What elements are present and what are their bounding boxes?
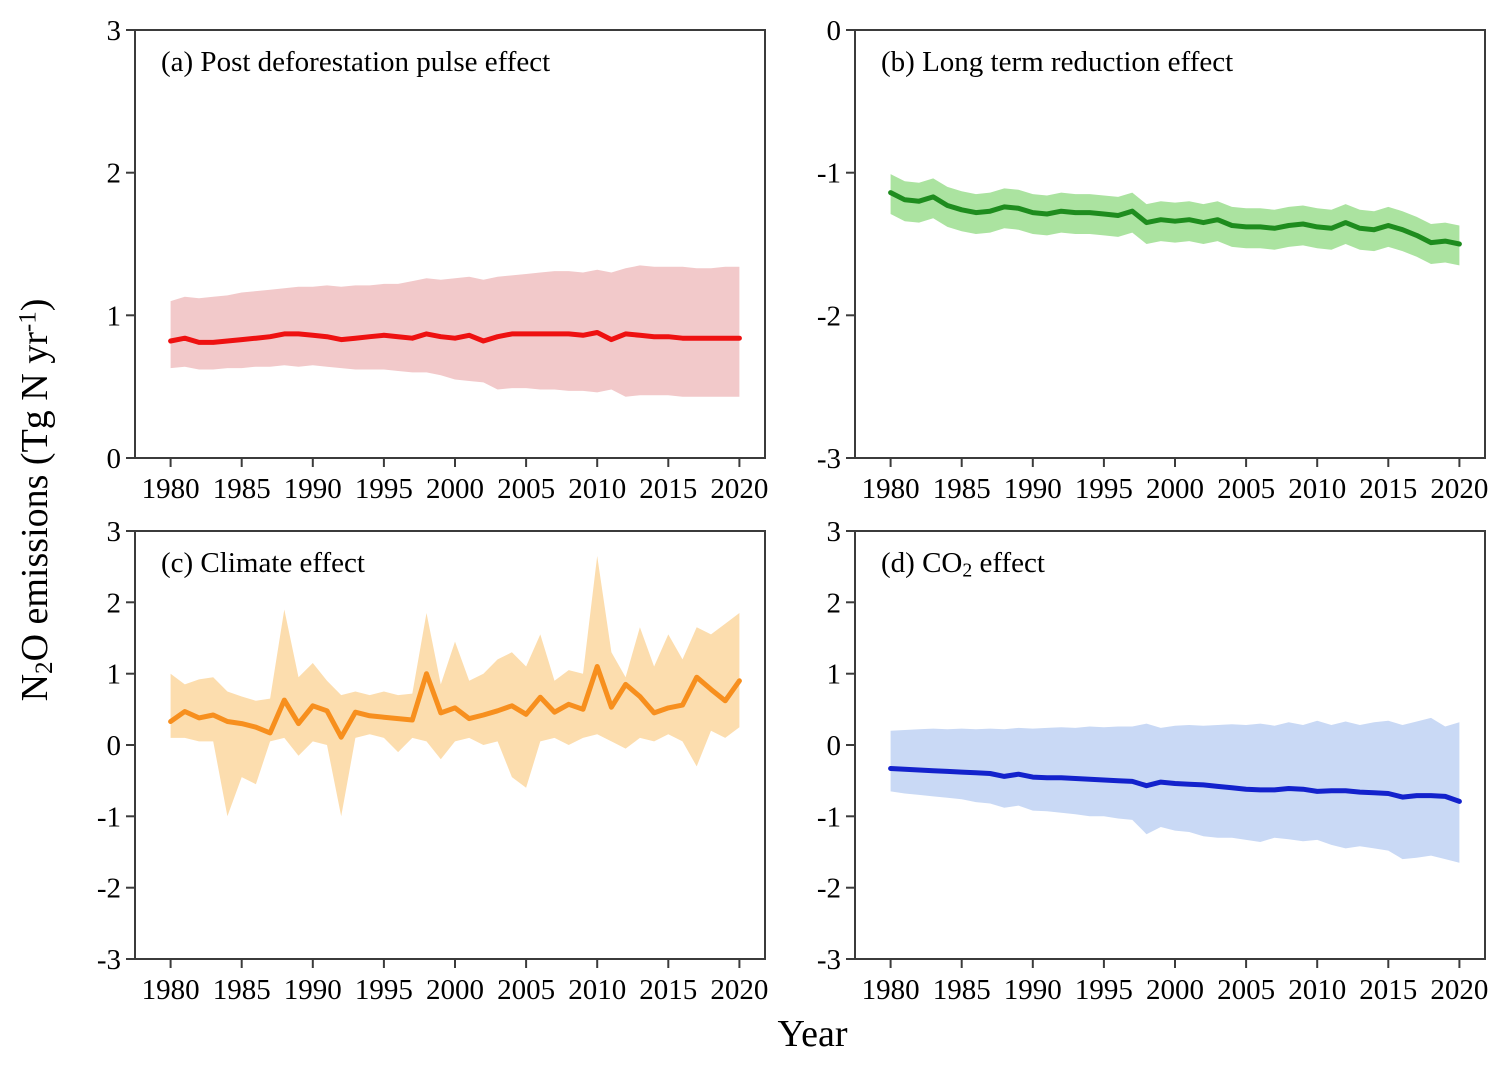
y-tick-label: 2	[107, 158, 122, 190]
panel-b-plot-area: 0 -1 -2 -3 1980 1985 1990 1995 2000 2005 2010 2015 2…	[795, 8, 1505, 508]
y-axis-label-subscript: 2	[31, 661, 59, 674]
panel-b-title-text: (b) Long term reduction effect	[881, 46, 1234, 78]
y-tick-label: 1	[107, 659, 122, 691]
y-tick-label: 0	[107, 443, 122, 475]
panel-a-plot-area: 0 1 2 3 1980 1985 1990 1995 2000 2005 2010 2015 2020	[75, 8, 785, 508]
x-tick-label: 1980	[862, 473, 920, 505]
x-tick-label: 2000	[1146, 473, 1204, 505]
panel-d-plot-area: 3 2 1 0 -1 -2 -3 1980 1985 1990 1995 2000 2005 2010 20…	[795, 509, 1505, 1009]
panel-d-title-text: effect	[972, 547, 1045, 579]
x-tick-label: 2010	[568, 473, 626, 505]
y-tick-label: 3	[107, 15, 122, 47]
panel-b-long-term-reduction: 0 -1 -2 -3 1980 1985 1990 1995 2000 2005 2010 2015 2…	[795, 8, 1505, 508]
x-tick-label: 1980	[142, 473, 200, 505]
x-tick-label: 2015	[639, 974, 697, 1006]
panel-d-title: (d) CO2 effect	[881, 547, 1045, 582]
panel-b-title: (b) Long term reduction effect	[881, 46, 1233, 81]
panel-a-post-deforestation: 0 1 2 3 1980 1985 1990 1995 2000 2005 2010 2015 2020…	[75, 8, 785, 508]
x-tick-label: 2010	[568, 974, 626, 1006]
y-tick-label: 3	[107, 516, 122, 548]
y-tick-label: 0	[827, 730, 842, 762]
x-tick-label: 1985	[213, 974, 271, 1006]
y-tick-label: -3	[817, 443, 841, 475]
x-tick-label: 2020	[1430, 473, 1488, 505]
x-tick-label: 2005	[497, 473, 555, 505]
x-tick-label: 1980	[862, 974, 920, 1006]
y-tick-label: -3	[817, 944, 841, 976]
x-tick-label: 2000	[426, 974, 484, 1006]
x-tick-label: 1985	[213, 473, 271, 505]
y-tick-label: 3	[827, 516, 842, 548]
x-tick-label: 2005	[1217, 974, 1275, 1006]
y-tick-label: -1	[97, 801, 121, 833]
x-tick-label: 2010	[1288, 473, 1346, 505]
panel-c-chart: 3 2 1 0 -1 -2 -3 1980 1985 1990 1995 2000 2005 2010 20…	[97, 516, 769, 1006]
panel-a-title: (a) Post deforestation pulse effect	[161, 46, 550, 81]
x-tick-label: 2020	[710, 473, 768, 505]
x-tick-label: 1995	[1075, 473, 1133, 505]
y-tick-label: -2	[817, 300, 841, 332]
x-tick-label: 2015	[1359, 974, 1417, 1006]
y-tick-label: 1	[827, 659, 842, 691]
panel-b-chart: 0 -1 -2 -3 1980 1985 1990 1995 2000 2005 2010 2015 2…	[817, 15, 1489, 505]
x-tick-label: 1990	[1004, 974, 1062, 1006]
mean-line	[888, 766, 1462, 804]
panel-a-chart: 0 1 2 3 1980 1985 1990 1995 2000 2005 2010 2015 2020	[107, 15, 769, 505]
x-tick-label: 1990	[1004, 473, 1062, 505]
x-tick-label: 2020	[710, 974, 768, 1006]
x-tick-label: 1995	[1075, 974, 1133, 1006]
panel-d-title-text: (d) CO	[881, 547, 963, 579]
mean-line	[168, 664, 742, 740]
y-tick-label: 2	[827, 587, 842, 619]
x-tick-label: 1985	[933, 974, 991, 1006]
x-tick-label: 1980	[142, 974, 200, 1006]
y-tick-label: 0	[107, 730, 122, 762]
plot-border	[134, 29, 766, 459]
panel-d-co2: 3 2 1 0 -1 -2 -3 1980 1985 1990 1995 2000 2005 2010 20…	[795, 509, 1505, 1009]
x-tick-label: 1990	[284, 974, 342, 1006]
uncertainty-band	[170, 265, 740, 397]
x-axis-label: Year	[777, 1013, 848, 1055]
y-tick-label: -1	[817, 158, 841, 190]
x-tick-label: 1995	[355, 473, 413, 505]
panel-d-chart: 3 2 1 0 -1 -2 -3 1980 1985 1990 1995 2000 2005 2010 20…	[817, 516, 1489, 1006]
x-tick-label: 2015	[1359, 473, 1417, 505]
uncertainty-band	[890, 717, 1460, 863]
y-axis-label-text: N	[13, 673, 56, 702]
y-tick-label: 2	[107, 587, 122, 619]
y-tick-label: -1	[817, 801, 841, 833]
x-tick-label: 2005	[497, 974, 555, 1006]
panel-c-plot-area: 3 2 1 0 -1 -2 -3 1980 1985 1990 1995 2000 2005 2010 20…	[75, 509, 785, 1009]
y-axis-label-text: O emissions (Tg N yr	[13, 332, 56, 662]
y-tick-label: 1	[107, 300, 122, 332]
x-tick-label: 1995	[355, 974, 413, 1006]
mean-line	[168, 330, 742, 345]
panel-c-title-text: (c) Climate effect	[161, 547, 365, 579]
y-tick-label: -3	[97, 944, 121, 976]
x-tick-label: 1990	[284, 473, 342, 505]
x-tick-label: 1985	[933, 473, 991, 505]
x-tick-label: 2010	[1288, 974, 1346, 1006]
panel-a-title-text: (a) Post deforestation pulse effect	[161, 46, 551, 78]
plot-border	[854, 29, 1486, 459]
uncertainty-band	[170, 556, 740, 817]
panel-c-climate: 3 2 1 0 -1 -2 -3 1980 1985 1990 1995 2000 2005 2010 20…	[75, 509, 785, 1009]
panel-c-title: (c) Climate effect	[161, 547, 365, 582]
y-axis-label: N2O emissions (Tg N yr-1)	[13, 299, 59, 702]
x-tick-label: 2020	[1430, 974, 1488, 1006]
y-tick-label: -2	[97, 873, 121, 905]
x-tick-label: 2000	[1146, 974, 1204, 1006]
y-axis-label-superscript: -1	[14, 311, 42, 333]
x-tick-label: 2005	[1217, 473, 1275, 505]
y-tick-label: -2	[817, 873, 841, 905]
panel-d-title-subscript: 2	[962, 559, 973, 582]
x-tick-label: 2000	[426, 473, 484, 505]
y-tick-label: 0	[827, 15, 842, 47]
x-tick-label: 2015	[639, 473, 697, 505]
mean-line	[888, 190, 1462, 247]
y-axis-label-text: )	[13, 298, 56, 312]
